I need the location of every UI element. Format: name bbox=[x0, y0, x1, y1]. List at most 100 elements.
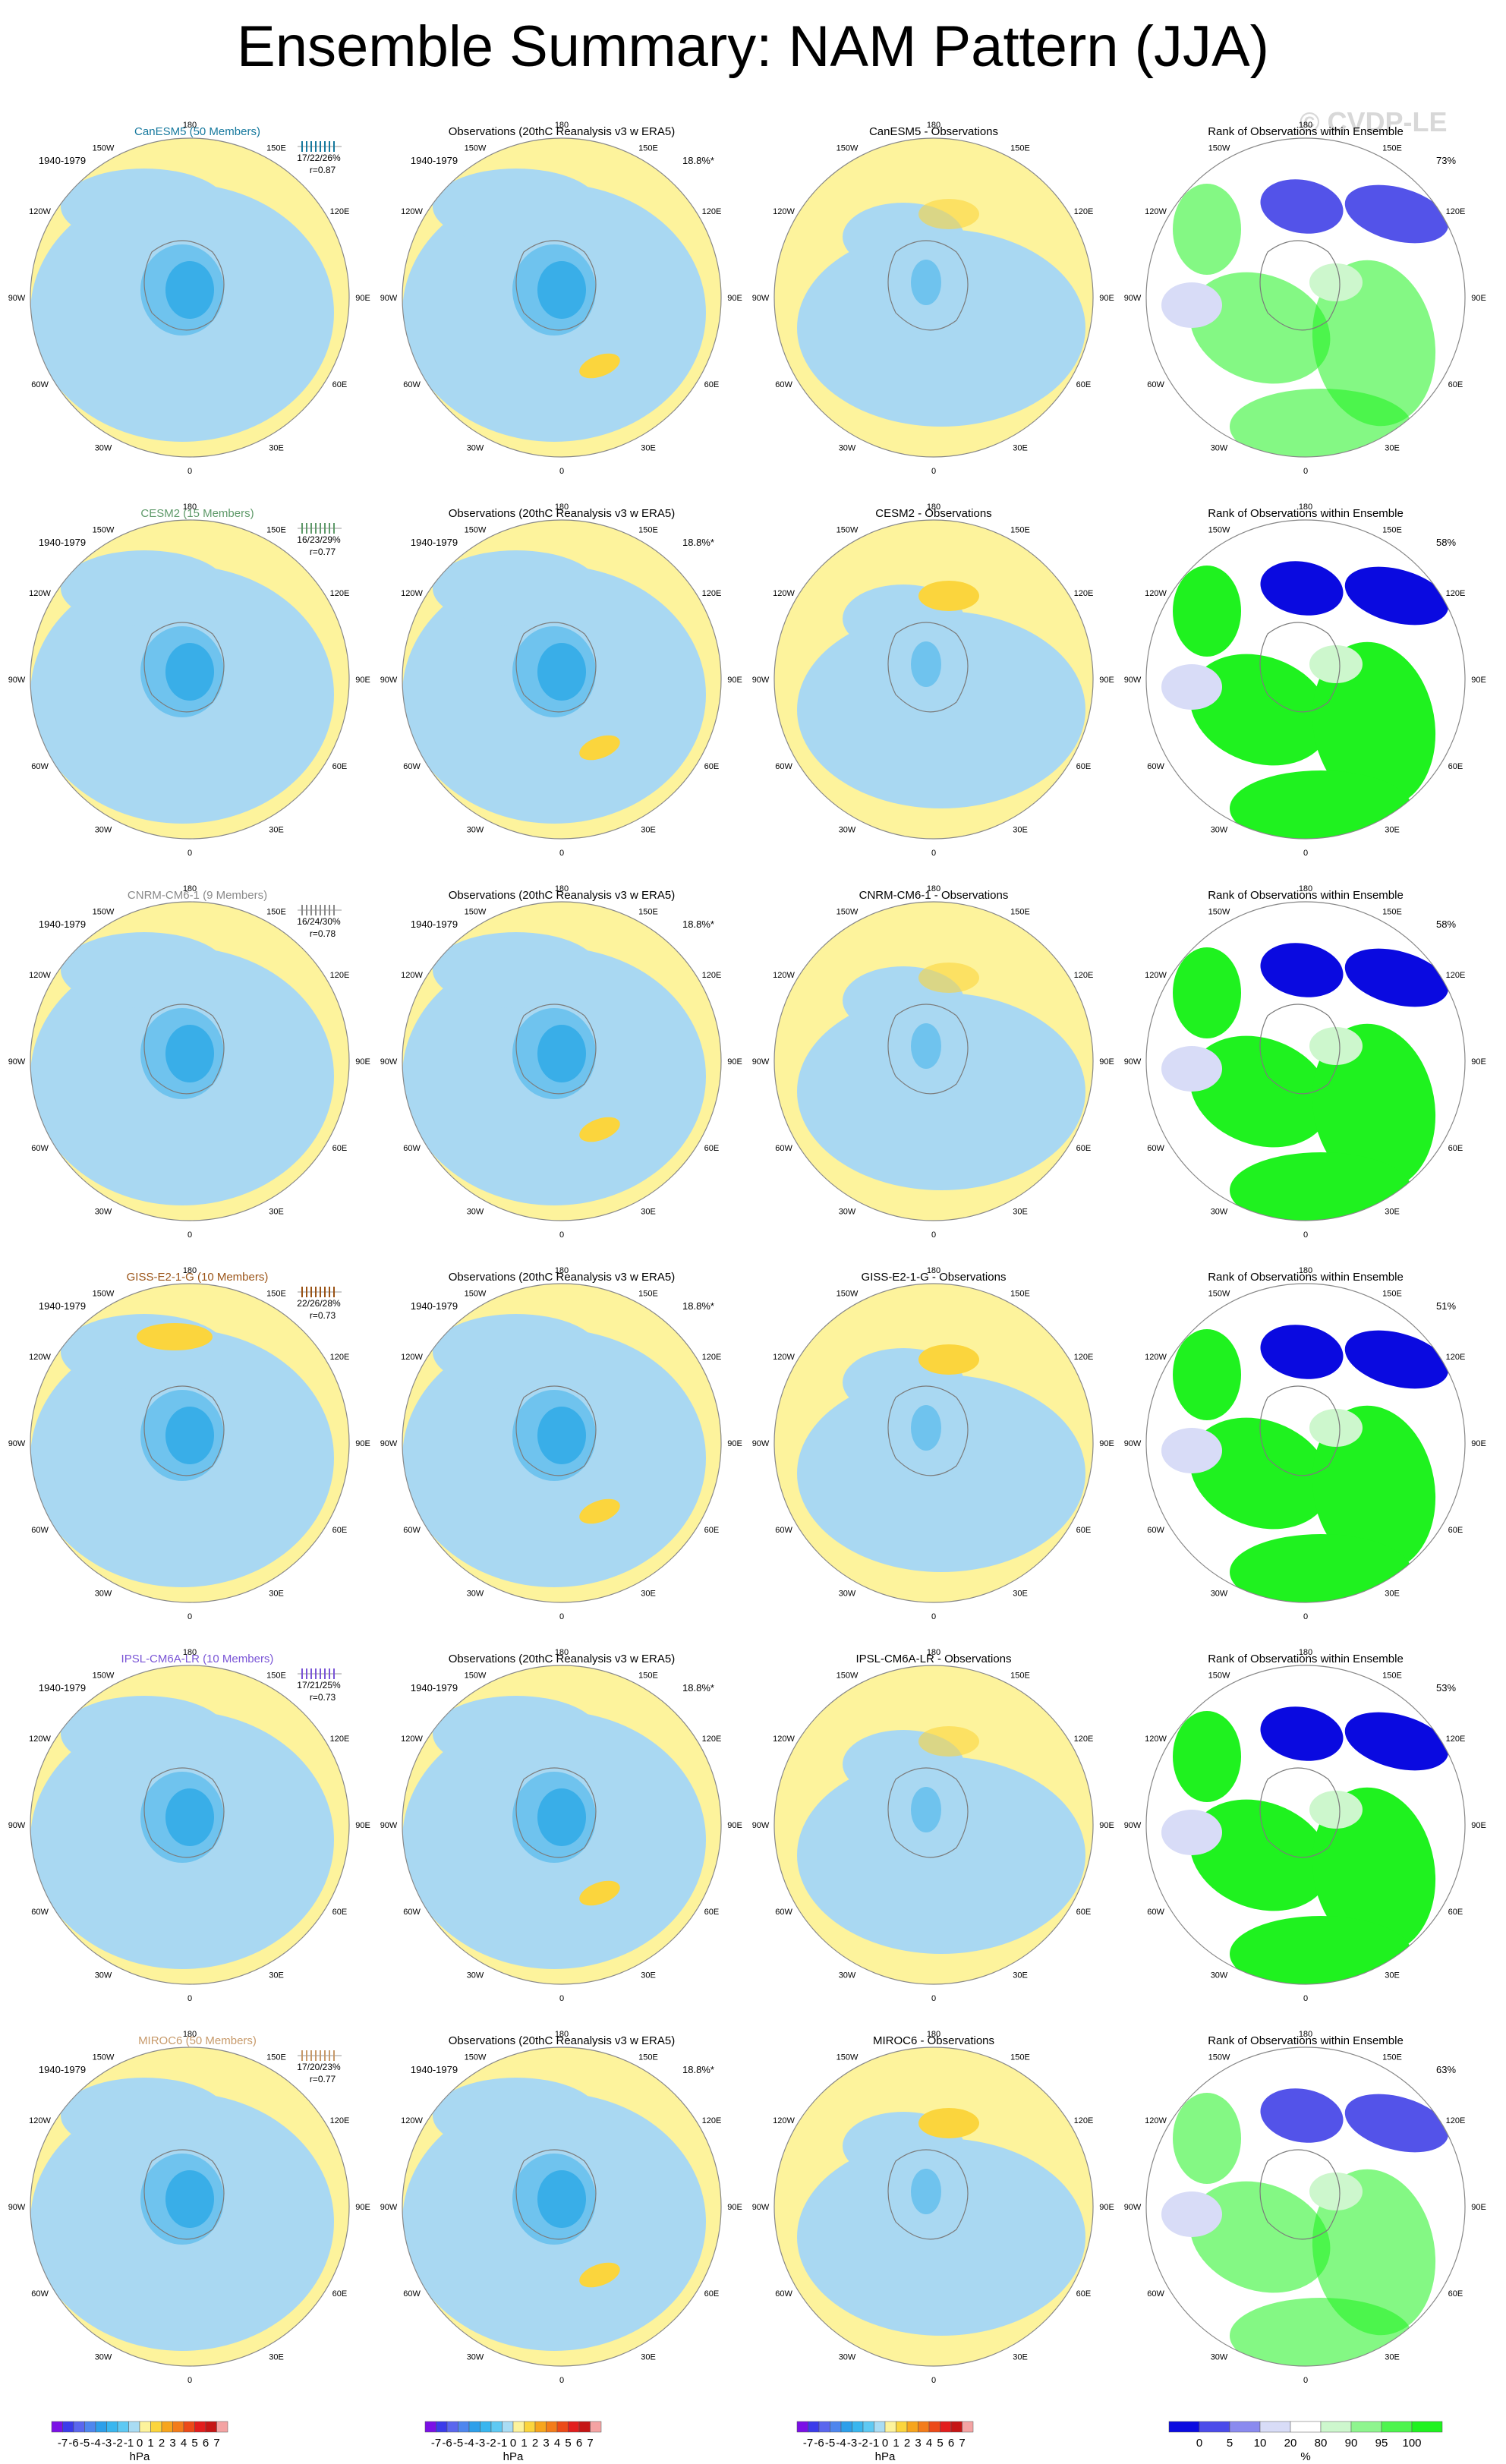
lon-label: 150E bbox=[638, 1672, 658, 1681]
lon-label: 150W bbox=[465, 2053, 487, 2062]
obs-percent: 18.8%* bbox=[682, 2064, 714, 2075]
lon-label: 180 bbox=[183, 1266, 197, 1275]
colorbar-swatch bbox=[51, 2421, 63, 2433]
lon-label: 0 bbox=[559, 2376, 564, 2385]
member-distribution-icon bbox=[298, 1287, 342, 1297]
lon-label: 90E bbox=[355, 1057, 370, 1067]
diff-title: CESM2 - Observations bbox=[875, 507, 991, 520]
hpa-colorbar: -7 -6 -5 -4 -3 -2 -1 0 1 2 3 4 5 6 7 hPa bbox=[424, 2421, 602, 2463]
colorbar-swatch bbox=[512, 2421, 525, 2433]
map-border bbox=[1145, 2047, 1466, 2367]
lon-label: 90E bbox=[727, 1821, 742, 1830]
lon-label: 120W bbox=[29, 589, 51, 598]
anomaly-shape bbox=[61, 932, 228, 1008]
lon-label: 0 bbox=[187, 1230, 192, 1240]
obs-title: Observations (20thC Reanalysis v3 w ERA5… bbox=[449, 2034, 675, 2047]
lon-label: 30W bbox=[1211, 1207, 1228, 1216]
coastline bbox=[143, 622, 225, 713]
lon-label: 60W bbox=[1147, 1526, 1164, 1535]
coastline bbox=[1259, 622, 1341, 713]
anomaly-shape bbox=[1260, 1325, 1344, 1379]
colorbar-unit: hPa bbox=[130, 2450, 150, 2463]
lon-label: 180 bbox=[1299, 1648, 1312, 1657]
lon-label: 60E bbox=[704, 762, 720, 771]
diff-map: 180 150E 120E 90E 60E 30E 0 30W 60W 90W 120W 150W bbox=[752, 503, 1114, 858]
lon-label: 0 bbox=[187, 849, 192, 858]
lon-label: 150W bbox=[93, 1672, 115, 1681]
colorbar-tick: -6 bbox=[814, 2437, 824, 2450]
anomaly-shape bbox=[1344, 184, 1449, 244]
lon-label: 120E bbox=[1446, 971, 1466, 980]
rank-percent: 73% bbox=[1436, 155, 1456, 166]
anomaly-shape bbox=[911, 641, 941, 687]
colorbar-swatch bbox=[73, 2421, 85, 2433]
colorbar-swatch bbox=[568, 2421, 580, 2433]
lon-label: 30W bbox=[839, 443, 856, 452]
lon-label: 150W bbox=[1208, 1290, 1230, 1299]
anomaly-shape bbox=[1260, 943, 1344, 997]
obs-map: 180 150E 120E 90E 60E 30E 0 30W 60W 90W 120W 150W bbox=[380, 121, 742, 476]
lon-label: 90E bbox=[727, 294, 742, 303]
colorbar-tick: 3 bbox=[543, 2437, 549, 2450]
pattern-correlation: r=0.78 bbox=[310, 928, 336, 939]
coastline bbox=[515, 1004, 597, 1095]
lon-label: 120E bbox=[1074, 971, 1094, 980]
lon-label: 60E bbox=[1076, 1526, 1092, 1535]
lon-label: 90E bbox=[727, 1439, 742, 1448]
lon-label: 0 bbox=[559, 849, 564, 858]
lon-label: 30W bbox=[467, 2352, 484, 2362]
model-stats: 17/21/25% bbox=[297, 1680, 341, 1690]
rank-map: 180 150E 120E 90E 60E 30E 0 30W 60W 90W 120W 150W bbox=[1124, 121, 1486, 476]
obs-title: Observations (20thC Reanalysis v3 w ERA5… bbox=[449, 889, 675, 902]
diff-title: MIROC6 - Observations bbox=[873, 2034, 994, 2047]
lon-label: 30W bbox=[1211, 2352, 1228, 2362]
lon-label: 120E bbox=[330, 1353, 350, 1362]
map-border bbox=[402, 1665, 722, 1985]
coastline bbox=[887, 1004, 969, 1095]
colorbar-swatch bbox=[446, 2421, 458, 2433]
rank-title: Rank of Observations within Ensemble bbox=[1208, 889, 1404, 902]
colorbar-swatch bbox=[524, 2421, 536, 2433]
obs-percent: 18.8%* bbox=[682, 1300, 714, 1312]
lon-label: 60E bbox=[332, 2289, 348, 2299]
period-label: 1940-1979 bbox=[39, 1682, 86, 1694]
coastline bbox=[515, 1385, 597, 1476]
colorbar-swatch bbox=[62, 2421, 74, 2433]
anomaly-shape bbox=[1173, 947, 1241, 1038]
lon-label: 150E bbox=[1382, 144, 1402, 153]
lon-label: 30W bbox=[1211, 1589, 1228, 1598]
colorbar-tick: -1 bbox=[497, 2437, 507, 2450]
colorbar-swatch bbox=[458, 2421, 470, 2433]
anomaly-shape bbox=[61, 1696, 228, 1772]
lon-label: 60E bbox=[1076, 380, 1092, 389]
lon-label: 0 bbox=[931, 849, 936, 858]
anomaly-shape bbox=[918, 199, 979, 229]
member-distribution-icon bbox=[298, 2050, 342, 2061]
anomaly-shape bbox=[433, 169, 600, 244]
lon-label: 120E bbox=[1074, 2116, 1094, 2125]
model-map: 180 150E 120E 90E 60E 30E 0 30W 60W 90W 120W 150W bbox=[8, 884, 370, 1240]
model-map: 180 150E 120E 90E 60E 30E 0 30W 60W 90W 120W 150W bbox=[8, 1266, 370, 1621]
lon-label: 0 bbox=[931, 467, 936, 476]
lon-label: 120E bbox=[330, 1735, 350, 1744]
diff-title: GISS-E2-1-G - Observations bbox=[862, 1271, 1007, 1284]
coastline bbox=[515, 2149, 597, 2240]
lon-label: 150E bbox=[1010, 144, 1030, 153]
lon-label: 150E bbox=[266, 908, 286, 917]
anomaly-shape bbox=[1312, 1405, 1436, 1572]
rank-title: Rank of Observations within Ensemble bbox=[1208, 2034, 1404, 2047]
colorbar-tick: 0 bbox=[1196, 2437, 1202, 2450]
lon-label: 90W bbox=[380, 1439, 398, 1448]
lon-label: 90W bbox=[380, 676, 398, 685]
lon-label: 60W bbox=[31, 1908, 49, 1917]
lon-label: 120W bbox=[1145, 1353, 1167, 1362]
map-border bbox=[30, 1665, 350, 1985]
lon-label: 30W bbox=[95, 1207, 112, 1216]
obs-percent: 18.8%* bbox=[682, 1682, 714, 1694]
anomaly-shape bbox=[911, 1023, 941, 1069]
lon-label: 60E bbox=[1076, 1908, 1092, 1917]
obs-percent: 18.8%* bbox=[682, 537, 714, 548]
diff-title: CanESM5 - Observations bbox=[869, 125, 998, 138]
coastline bbox=[887, 2149, 969, 2240]
